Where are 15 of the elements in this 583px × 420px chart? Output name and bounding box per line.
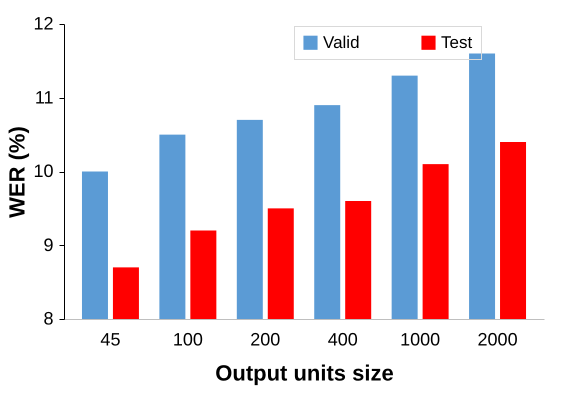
y-tick-label: 12 [33, 14, 54, 34]
x-tick-label: 400 [328, 330, 358, 350]
y-tick-label: 11 [34, 87, 54, 108]
x-tick-label: 2000 [478, 330, 518, 350]
x-tick-label: 200 [250, 330, 280, 350]
x-tick-label: 1000 [400, 330, 440, 350]
y-tick-label: 8 [43, 308, 54, 328]
y-tick-label: 9 [43, 234, 54, 255]
x-tick-label: 45 [100, 330, 120, 350]
y-axis-title: WER (%) [4, 126, 30, 218]
legend-label: Valid [323, 32, 360, 52]
y-tick-label: 10 [33, 161, 54, 181]
x-axis-title: Output units size [215, 360, 394, 386]
x-tick-label: 100 [172, 330, 203, 350]
legend-label: Test [441, 32, 472, 52]
